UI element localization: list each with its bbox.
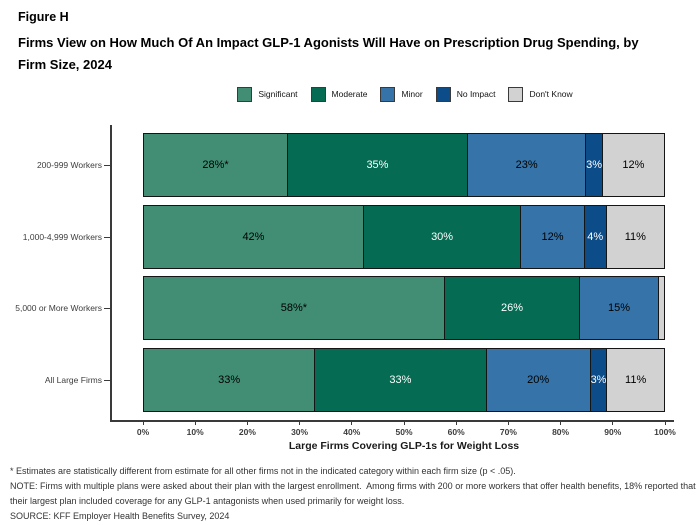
x-tick-label: 80% [552, 427, 570, 437]
bar-segment-value: 58%* [280, 302, 308, 314]
x-axis-line [110, 420, 674, 422]
bar-segment: 3% [585, 133, 603, 197]
bar-segment-value: 3% [590, 373, 607, 386]
bar-segment-value: 33% [218, 373, 241, 386]
chart-legend: Significant Moderate Minor No Impact Don't K… [110, 85, 698, 103]
x-axis-title: Large Firms Covering GLP-1s for Weight L… [288, 440, 520, 452]
bar-segment: 4% [583, 204, 607, 269]
bar-segment-value: 11% [624, 230, 646, 243]
bar-row: 33% 33% 20% 3% 11% [143, 347, 666, 412]
x-tick-mark [403, 420, 405, 425]
bar-segment: 33% [143, 347, 316, 412]
legend-swatch-icon [435, 86, 451, 102]
bar-segment: 12% [601, 133, 665, 197]
bar-segment: 23% [466, 133, 587, 197]
y-tick-mark [104, 236, 110, 238]
bar-segment: 26% [443, 276, 581, 340]
x-tick-mark [455, 420, 457, 425]
y-axis-label: 5,000 or More Workers [15, 303, 102, 313]
legend-swatch-icon [508, 86, 524, 102]
bar-segment: 12% [520, 204, 585, 269]
legend-label: Don't Know [529, 89, 573, 99]
bar-segment-value: 20% [527, 373, 550, 386]
legend-label: No Impact [456, 89, 496, 99]
bar-segment: 30% [362, 204, 522, 269]
bar-segment-value: 4% [587, 230, 604, 243]
x-tick-mark [664, 420, 666, 425]
bar-segment-value: 26% [501, 302, 524, 314]
legend-swatch-icon [380, 86, 396, 102]
bar-segment-value: 33% [389, 373, 412, 386]
footnotes: * Estimates are statistically different … [10, 464, 696, 524]
legend-swatch-icon [310, 86, 326, 102]
legend-item-don-t-know: Don't Know [508, 86, 573, 102]
bar-segment-value: 3% [586, 159, 602, 171]
bar-segment: 28%* [143, 133, 289, 197]
x-tick-label: 90% [604, 427, 622, 437]
x-tick-label: 60% [447, 427, 465, 437]
footnote-note: NOTE: Firms with multiple plans were ask… [10, 481, 698, 506]
bar-segment-value: 15% [608, 302, 631, 314]
figure-number: Figure H [18, 10, 69, 24]
x-tick-mark [351, 420, 353, 425]
x-tick-label: 0% [136, 427, 150, 437]
x-tick-label: 100% [654, 427, 676, 437]
bar-segment: 58%* [143, 276, 445, 340]
bar-segment: 35% [287, 133, 468, 197]
bar-segment: 11% [605, 204, 665, 269]
bar-row: 42% 30% 12% 4% 11% [143, 204, 665, 269]
bar-row: 58%* 26% 15% [143, 276, 665, 340]
bar-row: 28%* 35% 23% 3% 12% [143, 133, 665, 197]
bar-segment: 33% [314, 347, 487, 412]
legend-item-moderate: Moderate [310, 86, 368, 102]
bar-segment: 42% [143, 204, 364, 269]
bar-segment-value: 12% [541, 230, 564, 243]
x-tick-mark [299, 420, 301, 425]
legend-swatch-icon [237, 86, 253, 102]
y-axis-label: All Large Firms [44, 374, 102, 385]
x-tick-label: 20% [238, 427, 256, 437]
bar-segment-value: 11% [625, 373, 647, 386]
bar-segment [657, 276, 665, 340]
legend-label: Minor [401, 89, 423, 99]
bar-segment-value: 42% [242, 230, 265, 243]
bar-segment-value: 23% [515, 159, 538, 171]
legend-item-significant: Significant [237, 86, 298, 102]
y-axis-label: 1,000-4,999 Workers [22, 231, 102, 242]
y-tick-mark [104, 165, 110, 166]
bar-segment-value: 30% [431, 230, 454, 243]
figure-title: Firms View on How Much Of An Impact GLP-… [18, 35, 639, 72]
bar-segment-value: 35% [366, 159, 389, 171]
footnote-source: SOURCE: KFF Employer Health Benefits Sur… [10, 511, 230, 521]
bar-segment: 11% [606, 347, 666, 412]
x-tick-label: 30% [291, 427, 309, 437]
footnote-asterisk: * Estimates are statistically different … [10, 466, 516, 476]
legend-label: Significant [258, 89, 298, 99]
x-tick-label: 70% [499, 427, 517, 437]
x-tick-mark [246, 420, 248, 425]
x-tick-label: 50% [395, 427, 413, 437]
bar-segment: 15% [579, 276, 659, 340]
x-tick-mark [507, 420, 509, 425]
legend-item-minor: Minor [380, 86, 423, 102]
x-tick-mark [612, 420, 614, 425]
y-axis-line [110, 125, 112, 420]
bar-segment: 3% [589, 347, 608, 412]
legend-item-no-impact: No Impact [435, 86, 496, 102]
bar-segment-value: 12% [622, 159, 645, 171]
bar-segment-value: 28%* [202, 159, 229, 171]
x-tick-mark [560, 420, 562, 425]
x-tick-label: 40% [343, 427, 361, 437]
y-axis-label: 200-999 Workers [36, 160, 102, 170]
x-tick-label: 10% [186, 427, 204, 437]
bar-segment: 20% [485, 347, 591, 412]
legend-label: Moderate [331, 89, 368, 99]
y-tick-mark [104, 308, 110, 309]
x-tick-mark [142, 420, 144, 425]
x-tick-mark [194, 420, 196, 425]
y-tick-mark [104, 379, 110, 381]
